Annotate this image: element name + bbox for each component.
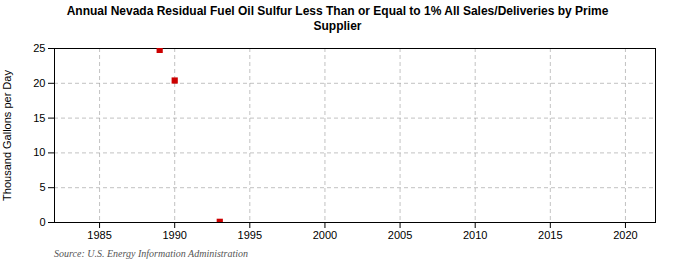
svg-text:0: 0 [39,216,45,228]
svg-text:2005: 2005 [388,229,412,241]
svg-text:20: 20 [33,77,45,89]
svg-text:25: 25 [33,42,45,54]
svg-text:1985: 1985 [87,229,111,241]
svg-text:10: 10 [33,146,45,158]
svg-text:2015: 2015 [538,229,562,241]
svg-text:1995: 1995 [238,229,262,241]
html-text:Source: U.S. Energy Informatio: Source: U.S. Energy Information Administ… [54,248,249,259]
html-text:Annual Nevada Residual Fuel Oi: Annual Nevada Residual Fuel Oil Sulfur L… [66,4,609,33]
svg-text:Thousand Gallons per Day: Thousand Gallons per Day [1,70,13,201]
svg-text:2010: 2010 [463,229,487,241]
svg-text:2000: 2000 [313,229,337,241]
svg-text:2020: 2020 [613,229,637,241]
svg-text:15: 15 [33,112,45,124]
svg-text:5: 5 [39,181,45,193]
svg-text:1990: 1990 [162,229,186,241]
